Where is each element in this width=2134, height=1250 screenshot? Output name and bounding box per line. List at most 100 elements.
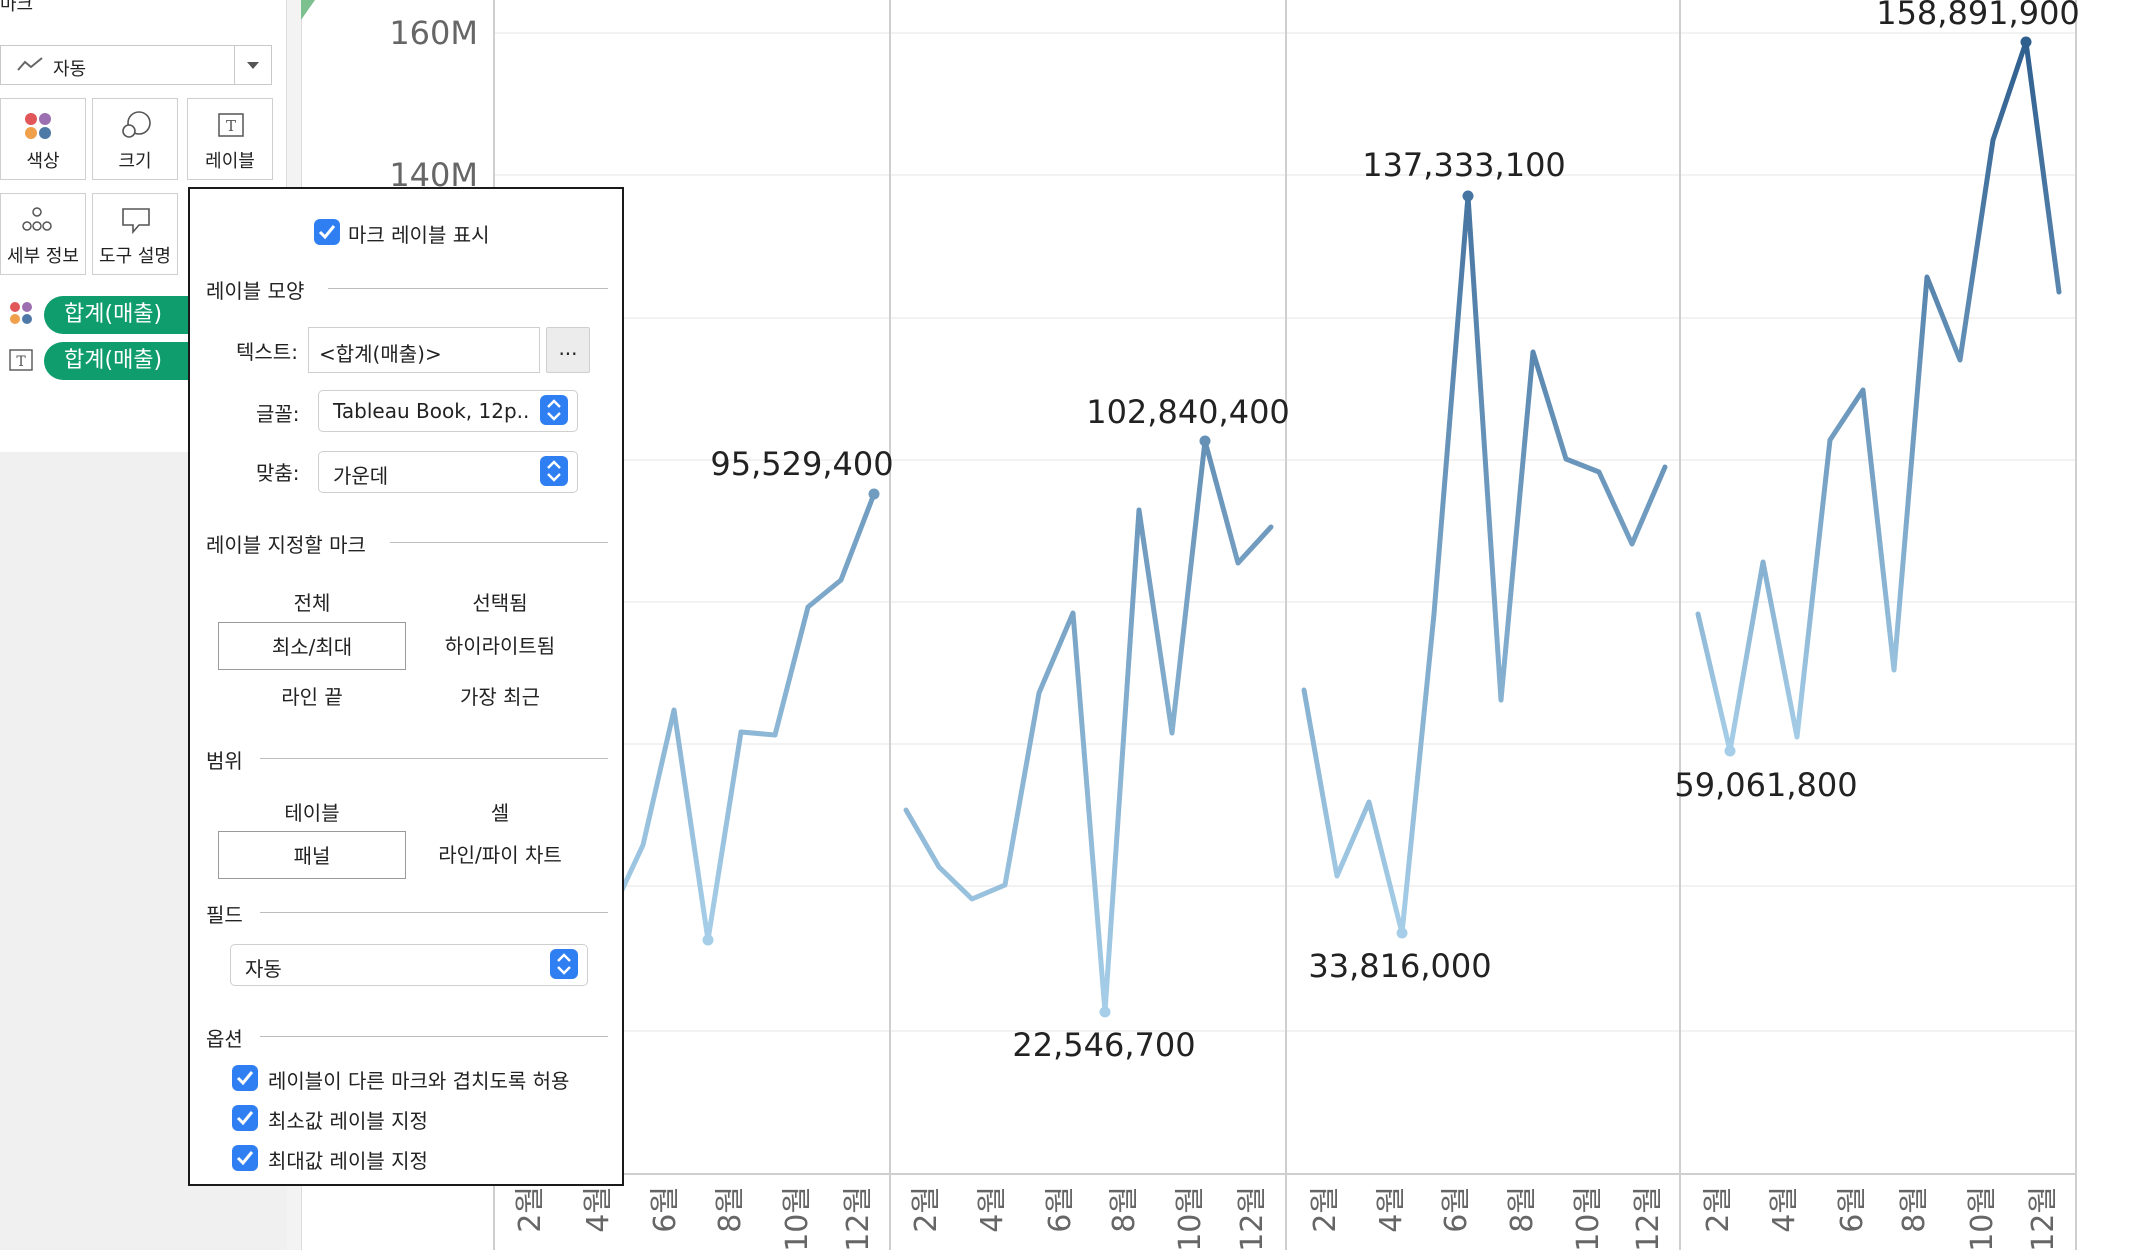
line-chart-icon — [17, 57, 43, 71]
edit-text-button[interactable]: ... — [546, 327, 590, 373]
x-tick-label: 12월 — [841, 1186, 876, 1250]
mark-type-dropdown[interactable]: 자동 — [0, 45, 272, 85]
label-max-checkbox[interactable] — [232, 1145, 258, 1171]
detail-icon — [22, 207, 52, 231]
data-point-marker — [702, 934, 714, 946]
options-section-title: 옵션 — [206, 1027, 243, 1051]
x-tick-label: 8월 — [1505, 1186, 1540, 1233]
scope-option-line-pie[interactable]: 라인/파이 차트 — [438, 843, 562, 867]
line-chart: 160M 140M 95,529,400 500 102,840,400 22,… — [389, 0, 2080, 1250]
x-tick-label: 8월 — [1107, 1186, 1142, 1233]
x-tick-label: 2월 — [1308, 1186, 1343, 1233]
data-point-marker — [1099, 1006, 1111, 1018]
allow-overlap-checkbox[interactable] — [232, 1065, 258, 1091]
text-label: 텍스트: — [236, 340, 298, 364]
color-icon — [10, 302, 32, 324]
scope-option-table[interactable]: 테이블 — [284, 801, 340, 825]
tooltip-button-label: 도구 설명 — [99, 246, 171, 267]
marks-option-minmax[interactable]: 최소/최대 — [218, 622, 406, 670]
marks-section-title: 레이블 지정할 마크 — [206, 533, 366, 557]
marks-option-selected[interactable]: 선택됨 — [472, 591, 528, 615]
tooltip-button[interactable]: 도구 설명 — [92, 193, 178, 275]
size-button-label: 크기 — [118, 151, 152, 172]
checkmark-icon — [236, 1071, 254, 1086]
label-button[interactable]: T 레이블 — [187, 98, 273, 180]
data-point-marker — [868, 488, 880, 500]
field-section-title: 필드 — [206, 903, 243, 927]
data-labels: 95,529,400 500 102,840,400 22,546,700 13… — [561, 0, 2080, 1064]
color-icon — [25, 113, 51, 139]
x-tick-label: 10월 — [1965, 1186, 2000, 1250]
section-divider — [390, 542, 608, 543]
label-field-pill-label: 합계(매출) — [64, 348, 163, 373]
data-point-marker — [1462, 190, 1474, 202]
x-tick-label: 2월 — [1701, 1186, 1736, 1233]
marks-option-all[interactable]: 전체 — [293, 591, 331, 615]
field-select-value: 자동 — [245, 957, 282, 981]
detail-button[interactable]: 세부 정보 — [0, 193, 86, 275]
font-label: 글꼴: — [256, 402, 300, 426]
detail-button-label: 세부 정보 — [7, 246, 79, 267]
x-tick-label: 6월 — [1439, 1186, 1474, 1233]
data-point-marker — [2020, 36, 2032, 48]
edit-text-button-label: ... — [558, 336, 578, 360]
align-stepper-icon[interactable] — [540, 456, 568, 486]
label-min-checkbox[interactable] — [232, 1105, 258, 1131]
font-select[interactable]: Tableau Book, 12p.. — [318, 390, 578, 432]
text-input[interactable]: <합계(매출)> — [308, 327, 540, 373]
label-min-label: 최소값 레이블 지정 — [268, 1109, 428, 1133]
series-line — [619, 491, 877, 943]
data-point-marker — [1396, 927, 1408, 939]
x-tick-label: 10월 — [1173, 1186, 1208, 1250]
x-tick-label: 2월 — [909, 1186, 944, 1233]
label-max-label: 최대값 레이블 지정 — [268, 1149, 428, 1173]
checkmark-icon — [318, 225, 336, 240]
scope-section-title: 범위 — [206, 749, 243, 773]
color-field-pill[interactable]: 합계(매출) — [44, 296, 214, 334]
x-tick-label: 10월 — [1571, 1186, 1606, 1250]
x-tick-label: 6월 — [1043, 1186, 1078, 1233]
show-labels-checkbox[interactable] — [314, 219, 340, 245]
section-divider — [328, 288, 608, 289]
marks-option-highlighted[interactable]: 하이라이트됨 — [444, 634, 556, 658]
scope-option-cell[interactable]: 셀 — [490, 801, 510, 825]
svg-text:T: T — [16, 354, 26, 370]
appearance-section-title: 레이블 모양 — [206, 279, 305, 303]
series-line — [903, 438, 1274, 1015]
field-stepper-icon[interactable] — [550, 949, 578, 979]
color-button[interactable]: 색상 — [0, 98, 86, 180]
align-label: 맞춤: — [256, 461, 300, 485]
x-tick-label: 12월 — [1235, 1186, 1270, 1250]
data-point-marker — [1724, 745, 1736, 757]
marks-option-most-recent[interactable]: 가장 최근 — [460, 685, 540, 709]
scope-option-pane[interactable]: 패널 — [218, 831, 406, 879]
x-tick-label: 4월 — [1374, 1186, 1409, 1233]
data-label: 137,333,100 — [1362, 146, 1566, 184]
marks-option-line-ends[interactable]: 라인 끝 — [281, 685, 343, 709]
color-field-pill-label: 합계(매출) — [64, 302, 163, 327]
section-divider — [260, 758, 608, 759]
x-tick-label: 12월 — [2026, 1186, 2061, 1250]
size-icon — [122, 111, 151, 138]
size-button[interactable]: 크기 — [92, 98, 178, 180]
chart-lines — [619, 36, 2062, 1018]
align-select[interactable]: 가운데 — [318, 451, 578, 493]
chevron-down-icon[interactable] — [234, 46, 271, 84]
y-tick-label: 160M — [389, 14, 478, 52]
field-select[interactable]: 자동 — [230, 944, 588, 986]
x-tick-label: 4월 — [1767, 1186, 1802, 1233]
font-stepper-icon[interactable] — [540, 395, 568, 425]
data-label: 95,529,400 — [710, 445, 893, 483]
checkmark-icon — [236, 1111, 254, 1126]
mark-labels-dialog: 마크 레이블 표시 레이블 모양 텍스트: <합계(매출)> ... 글꼴: T… — [188, 187, 624, 1186]
align-select-value: 가운데 — [333, 464, 389, 488]
x-tick-label: 10월 — [780, 1186, 815, 1250]
text-label-icon: T — [218, 113, 244, 137]
x-tick-label: 6월 — [648, 1186, 683, 1233]
y-axis: 160M 140M — [389, 14, 478, 194]
data-label: 158,891,900 — [1876, 0, 2080, 32]
label-field-pill[interactable]: 합계(매출) — [44, 342, 214, 380]
x-tick-label: 8월 — [713, 1186, 748, 1233]
font-select-value: Tableau Book, 12p.. — [333, 399, 530, 423]
marks-card-title: 마크 — [0, 0, 34, 15]
